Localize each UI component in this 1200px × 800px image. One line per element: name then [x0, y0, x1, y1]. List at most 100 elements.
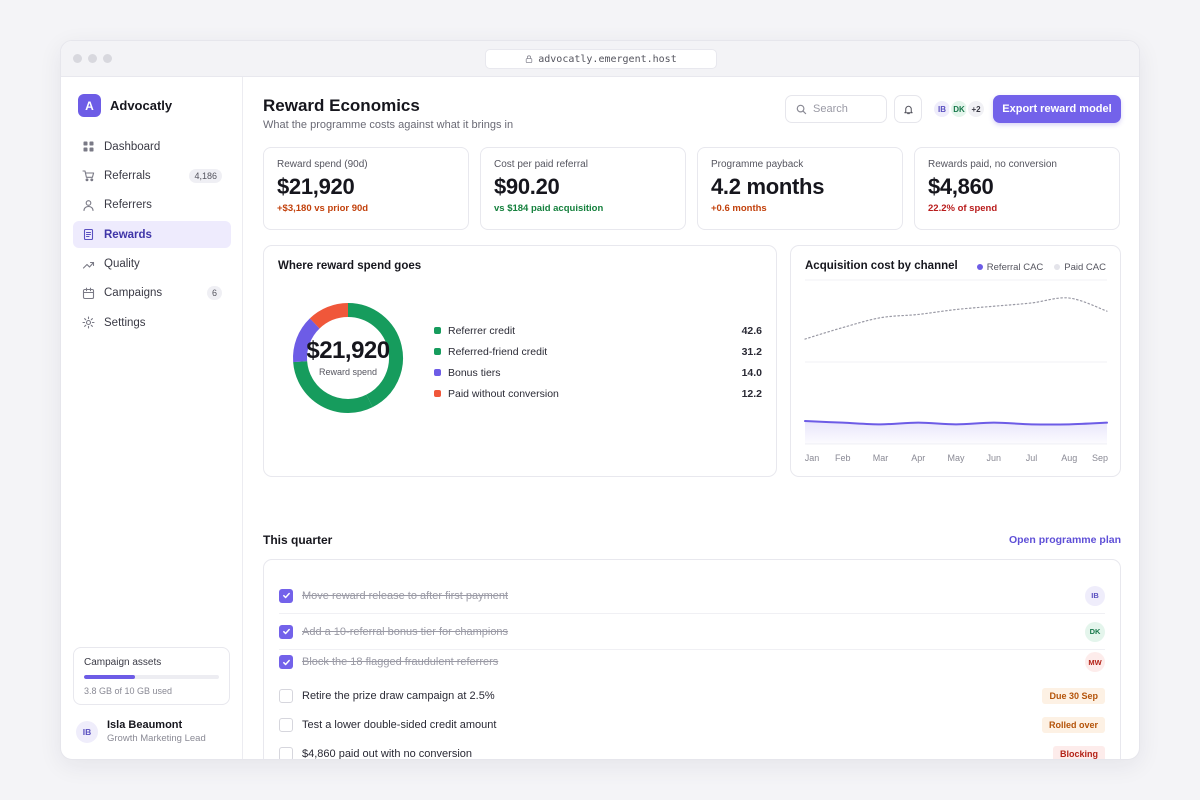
x-tick-label: May: [947, 453, 965, 463]
user-role: Growth Marketing Lead: [107, 733, 206, 744]
series-area-referral-cac: [805, 421, 1107, 444]
donut-value: $21,920: [306, 337, 390, 364]
task-text: Test a lower double-sided credit amount: [302, 719, 497, 731]
search-icon: [796, 104, 807, 114]
minimize-dot[interactable]: [88, 54, 97, 63]
kpi-delta: 22.2% of spend: [928, 203, 998, 214]
x-tick-label: Feb: [834, 453, 851, 463]
status-badge: Blocking: [1052, 746, 1105, 759]
sidebar-item-rewards[interactable]: Rewards: [73, 221, 231, 249]
task-checkbox[interactable]: [279, 718, 293, 732]
sidebar-item-referrers[interactable]: Referrers: [73, 192, 231, 219]
spend-legend: Referrer credit 42.6 Referred-friend credi…: [434, 320, 762, 404]
legend-swatch: [1054, 264, 1061, 271]
card-title: Where reward spend goes: [278, 260, 422, 272]
sidebar-item-label: Settings: [104, 316, 146, 329]
acquisition-cost-card: Acquisition cost by channel Referral CAC…: [790, 245, 1121, 477]
legend-swatch: [434, 369, 441, 376]
task-text: Add a 10-referral bonus tier for champio…: [302, 625, 509, 638]
campaign-assets-card: Campaign assets 3.8 GB of 10 GB used: [73, 647, 230, 705]
sidebar-item-label: Referrers: [104, 199, 152, 212]
avatar: IB: [76, 720, 98, 743]
donut-center: $21,920 Reward spend: [292, 302, 404, 414]
task-row: Test a lower double-sided credit amount R…: [279, 715, 1105, 735]
legend-item: Referrer credit 42.6: [434, 320, 762, 341]
legend-value: 42.6: [741, 324, 762, 337]
sidebar-item-settings[interactable]: Settings: [73, 309, 231, 336]
open-programme-plan-link[interactable]: Open programme plan: [1008, 534, 1121, 546]
check-icon: [282, 592, 290, 599]
avatar-more-count: +2: [966, 99, 986, 119]
gear-icon: [82, 316, 95, 329]
address-bar[interactable]: advocatly.emergent.host: [485, 49, 717, 69]
task-text: Move reward release to after first payme…: [302, 589, 509, 602]
receipt-icon: [83, 229, 94, 241]
kpi-value: $90.20: [494, 174, 560, 199]
check-icon: [282, 659, 290, 665]
sidebar-item-referrals[interactable]: Referrals 4,186: [73, 162, 231, 189]
collaborator-avatars[interactable]: IB DK +2: [932, 99, 986, 119]
task-checkbox[interactable]: [279, 747, 293, 759]
x-tick-label: Jan: [804, 453, 820, 463]
avatar: DK: [949, 99, 969, 119]
assets-progress-bar: [84, 675, 219, 679]
kpi-label: Programme payback: [711, 159, 804, 170]
acquisition-cost-line-chart: [804, 279, 1108, 445]
task-checkbox[interactable]: [279, 655, 293, 669]
legend-label: Bonus tiers: [448, 366, 501, 379]
browser-titlebar: advocatly.emergent.host: [61, 41, 1139, 77]
task-row: Block the 18 flagged fraudulent referrer…: [279, 650, 1105, 674]
series-line-paid-cac: [804, 297, 1108, 340]
sidebar-item-campaigns[interactable]: Campaigns 6: [73, 280, 231, 307]
url-text: advocatly.emergent.host: [538, 53, 677, 65]
legend-swatch: [434, 390, 441, 397]
sidebar-item-label: Dashboard: [104, 140, 161, 153]
brand[interactable]: A Advocatly: [78, 94, 172, 117]
spend-donut-chart: [293, 303, 403, 413]
maximize-dot[interactable]: [103, 54, 112, 63]
task-row: $4,860 paid out with no conversion Blocki…: [279, 744, 1105, 760]
notifications-button[interactable]: [894, 95, 922, 123]
sidebar-item-label: Rewards: [104, 228, 152, 241]
x-tick-label: Jun: [986, 453, 1002, 463]
task-checkbox[interactable]: [279, 624, 293, 639]
cart-icon: [82, 170, 95, 182]
x-tick-label: Mar: [872, 453, 889, 463]
sidebar-item-badge: 6: [206, 286, 222, 301]
donut-slice: [293, 318, 320, 363]
kpi-label: Reward spend (90d): [277, 159, 368, 170]
sidebar-item-quality[interactable]: Quality: [73, 251, 231, 278]
export-reward-model-button[interactable]: Export reward model: [993, 95, 1121, 123]
user-profile[interactable]: IB Isla Beaumont Growth Marketing Lead: [76, 719, 206, 744]
x-tick-label: Sep: [1091, 453, 1109, 463]
status-badge: Due 30 Sep: [1042, 688, 1105, 704]
kpi-delta: +0.6 months: [711, 203, 767, 214]
task-text: $4,860 paid out with no conversion: [302, 748, 473, 760]
trend-icon: [82, 261, 95, 269]
brand-logo: A: [78, 94, 101, 117]
bell-icon: [903, 105, 913, 114]
legend-swatch: [434, 348, 441, 355]
x-tick-label: Apr: [911, 453, 926, 463]
avatar: DK: [1085, 621, 1105, 642]
kpi-delta: vs $184 paid acquisition: [494, 203, 604, 214]
legend-swatch: [434, 327, 441, 334]
assets-progress-fill: [84, 675, 136, 679]
legend-value: 31.2: [741, 345, 762, 358]
sidebar-item-badge: 4,186: [189, 168, 222, 183]
check-icon: [282, 628, 290, 635]
task-checkbox[interactable]: [279, 588, 293, 603]
close-dot[interactable]: [73, 54, 82, 63]
chart-legend: Referral CAC Paid CAC: [976, 262, 1106, 273]
task-text: Retire the prize draw campaign at 2.5%: [302, 690, 495, 702]
kpi-label: Rewards paid, no conversion: [928, 159, 1057, 170]
task-checkbox[interactable]: [279, 689, 293, 703]
search-input[interactable]: Search: [785, 95, 887, 123]
kpi-card-reward-spend: Reward spend (90d) $21,920 +$3,180 vs pr…: [263, 147, 469, 230]
grid-icon: [83, 141, 94, 152]
legend-label: Referral CAC: [986, 262, 1044, 273]
legend-value: 14.0: [741, 366, 762, 379]
legend-item: Referred-friend credit 31.2: [434, 341, 762, 362]
x-tick-label: Aug: [1061, 453, 1078, 463]
sidebar-item-dashboard[interactable]: Dashboard: [73, 133, 231, 160]
